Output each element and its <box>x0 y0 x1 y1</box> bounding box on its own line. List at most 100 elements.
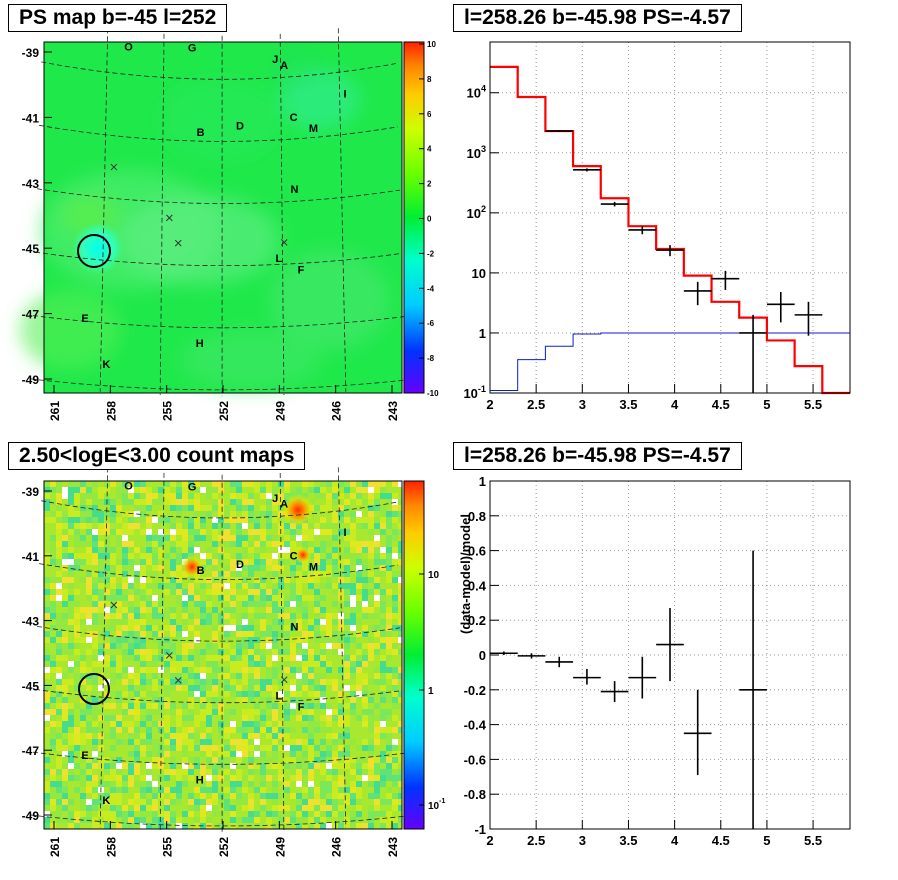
count-map-pixel <box>62 697 68 703</box>
count-map-pixel <box>122 775 128 781</box>
count-map-pixel <box>176 523 182 529</box>
count-map-pixel <box>68 757 74 763</box>
count-map-pixel <box>248 649 254 655</box>
count-map-pixel <box>380 523 386 529</box>
count-map-pixel <box>236 553 242 559</box>
count-map-pixel <box>128 607 134 613</box>
count-map-pixel <box>326 769 332 775</box>
count-map-pixel <box>266 655 272 661</box>
count-map-pixel <box>296 781 302 787</box>
count-map-pixel <box>50 577 56 583</box>
count-map-pixel <box>116 655 122 661</box>
count-map-pixel <box>164 589 170 595</box>
count-map-pixel <box>140 751 146 757</box>
count-map-pixel <box>320 559 326 565</box>
count-map-pixel <box>218 523 224 529</box>
count-map-pixel <box>392 739 398 745</box>
count-map-pixel <box>212 625 218 631</box>
count-map-pixel <box>80 679 86 685</box>
count-map-pixel <box>80 511 86 517</box>
count-map-pixel <box>272 805 278 811</box>
count-map-pixel <box>62 535 68 541</box>
count-map-pixel <box>188 685 194 691</box>
count-map-pixel <box>302 649 308 655</box>
count-map-pixel <box>344 589 350 595</box>
count-map-pixel <box>50 715 56 721</box>
count-map-pixel <box>152 493 158 499</box>
count-map-pixel <box>194 637 200 643</box>
count-map-pixel <box>332 757 338 763</box>
count-map-pixel <box>242 679 248 685</box>
count-map-pixel <box>68 619 74 625</box>
count-map-pixel <box>284 787 290 793</box>
count-map-pixel <box>320 739 326 745</box>
count-map-pixel <box>230 619 236 625</box>
count-map-pixel <box>44 637 50 643</box>
count-map-pixel <box>80 661 86 667</box>
count-map-pixel <box>182 601 188 607</box>
count-map-pixel <box>104 547 110 553</box>
count-map-pixel <box>278 523 284 529</box>
count-map-pixel <box>272 691 278 697</box>
spectrum-x-tick-label-7: 5.5 <box>804 397 822 412</box>
count-map-pixel <box>110 661 116 667</box>
count-map-pixel <box>356 631 362 637</box>
count-map-pixel <box>224 769 230 775</box>
count-map-pixel <box>152 613 158 619</box>
count-map-pixel <box>320 685 326 691</box>
count-map-pixel <box>128 565 134 571</box>
count-map-pixel <box>50 787 56 793</box>
count-map-pixel <box>260 685 266 691</box>
count-map-pixel <box>122 541 128 547</box>
count-map-pixel <box>44 607 50 613</box>
count-map-pixel <box>272 571 278 577</box>
count-map-pixel <box>152 787 158 793</box>
count-map-pixel <box>56 673 62 679</box>
count-map-pixel <box>284 631 290 637</box>
count-map-pixel <box>266 517 272 523</box>
count-map-pixel <box>314 619 320 625</box>
count-map-pixel <box>236 565 242 571</box>
count-map-pixel <box>266 685 272 691</box>
count-map-pixel <box>332 685 338 691</box>
count-map-pixel <box>176 547 182 553</box>
count-map-pixel <box>50 541 56 547</box>
count-map-pixel <box>332 565 338 571</box>
count-map-pixel <box>164 811 170 817</box>
count-map-pixel <box>344 571 350 577</box>
count-map-pixel <box>50 595 56 601</box>
count-map-pixel <box>86 757 92 763</box>
count-map-pixel <box>56 709 62 715</box>
count-map-pixel <box>374 799 380 805</box>
count-map-pixel <box>326 667 332 673</box>
count-map-pixel <box>392 667 398 673</box>
count-map-pixel <box>218 775 224 781</box>
count-map-pixel <box>368 481 374 487</box>
count-map-pixel <box>344 763 350 769</box>
count-map-pixel <box>170 523 176 529</box>
count-map-pixel <box>296 745 302 751</box>
count-map-pixel <box>338 733 344 739</box>
count-map-pixel <box>158 535 164 541</box>
count-map-pixel <box>386 811 392 817</box>
count-map-pixel <box>146 667 152 673</box>
count-map-pixel <box>200 685 206 691</box>
count-map-pixels <box>44 481 402 829</box>
spectrum-series <box>490 65 850 395</box>
count-map-pixel <box>248 637 254 643</box>
count-map-pixel <box>278 769 284 775</box>
count-map-pixel <box>224 733 230 739</box>
count-map-pixel <box>224 679 230 685</box>
count-map-pixel <box>86 649 92 655</box>
count-map-pixel <box>230 625 236 631</box>
count-map-pixel <box>170 481 176 487</box>
count-map-pixel <box>98 601 104 607</box>
count-map-pixel <box>56 739 62 745</box>
count-map-pixel <box>320 493 326 499</box>
count-map-pixel <box>188 703 194 709</box>
count-map-pixel <box>74 481 80 487</box>
count-map-pixel <box>56 637 62 643</box>
count-map-pixel <box>398 529 402 535</box>
count-map-pixel <box>50 799 56 805</box>
